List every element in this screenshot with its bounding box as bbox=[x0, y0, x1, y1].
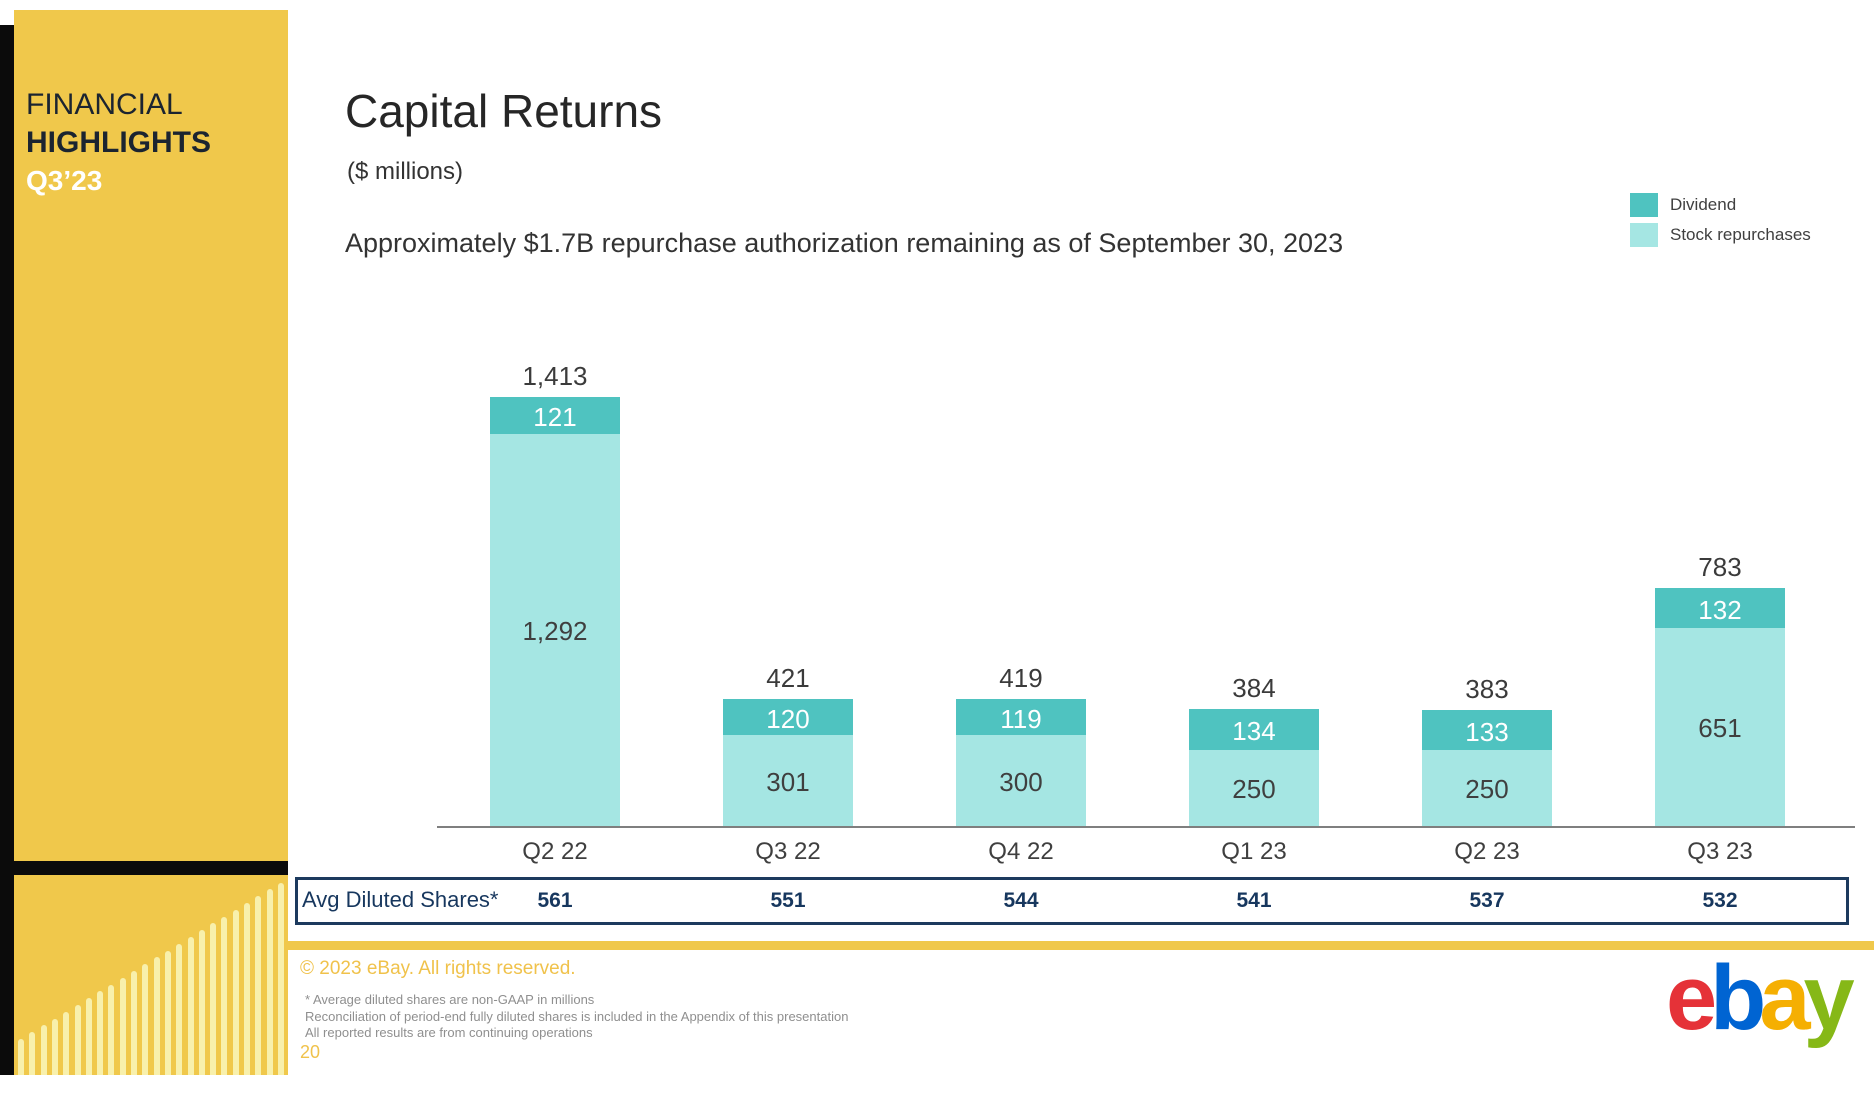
x-axis-category-label: Q4 22 bbox=[988, 838, 1054, 865]
dividend-segment bbox=[490, 397, 620, 434]
x-axis-category-label: Q3 23 bbox=[1687, 838, 1753, 865]
logo-letter-a: a bbox=[1759, 947, 1810, 1049]
bar-total-label: 384 bbox=[1232, 673, 1276, 703]
x-axis-category-label: Q2 22 bbox=[522, 838, 588, 865]
authorization-note: Approximately $1.7B repurchase authoriza… bbox=[345, 228, 1344, 258]
copyright-text: © 2023 eBay. All rights reserved. bbox=[300, 958, 576, 979]
chart-legend: Dividend Stock repurchases bbox=[1630, 190, 1811, 250]
pattern-bar bbox=[244, 903, 250, 1075]
pattern-bar bbox=[108, 985, 115, 1075]
pattern-bar bbox=[187, 937, 194, 1075]
stock-repurchases-segment bbox=[1422, 750, 1552, 826]
sidebar-quarter-label: Q3’23 bbox=[26, 165, 103, 196]
ebay-logo: ebay bbox=[1666, 947, 1855, 1049]
stock-repurchases-segment bbox=[723, 735, 853, 826]
units-subtitle: ($ millions) bbox=[347, 158, 464, 185]
x-axis-category-label: Q3 22 bbox=[755, 838, 821, 865]
footnote-line: * Average diluted shares are non-GAAP in… bbox=[305, 992, 595, 1007]
dividend-swatch bbox=[1630, 193, 1658, 217]
sidebar-divider-band bbox=[14, 861, 288, 875]
bar-total-label: 419 bbox=[999, 663, 1043, 693]
bar-total-label: 421 bbox=[766, 663, 810, 693]
footnote-line: All reported results are from continuing… bbox=[305, 1025, 593, 1040]
pattern-bar bbox=[51, 1019, 58, 1075]
avg-diluted-shares-value: 532 bbox=[1702, 889, 1738, 912]
stock-repurchases-value-label: 250 bbox=[1465, 774, 1509, 804]
stock-repurchases-value-label: 250 bbox=[1232, 774, 1276, 804]
dividend-segment bbox=[956, 699, 1086, 735]
logo-letter-e: e bbox=[1666, 947, 1717, 1049]
bar-total-label: 383 bbox=[1465, 674, 1509, 704]
pattern-bar bbox=[74, 1005, 81, 1075]
sidebar-panel: FINANCIAL HIGHLIGHTS Q3’23 bbox=[14, 10, 288, 861]
dividend-value-label: 119 bbox=[1000, 704, 1042, 734]
pattern-bar bbox=[255, 896, 262, 1075]
pattern-bar bbox=[142, 964, 149, 1075]
pattern-bar bbox=[131, 971, 137, 1075]
pattern-bar bbox=[210, 923, 217, 1075]
avg-diluted-shares-value: 541 bbox=[1236, 889, 1272, 912]
pattern-bar bbox=[63, 1012, 70, 1075]
pattern-bar bbox=[153, 957, 160, 1075]
bar-total-label: 783 bbox=[1698, 552, 1742, 582]
page-title: Capital Returns bbox=[345, 85, 663, 137]
pattern-bar bbox=[40, 1025, 47, 1075]
stock-repurchases-segment bbox=[1655, 628, 1785, 826]
pattern-bar bbox=[18, 1039, 24, 1075]
legend-label: Stock repurchases bbox=[1670, 225, 1811, 244]
dividend-value-label: 134 bbox=[1232, 716, 1276, 746]
stock-repurchases-segment bbox=[956, 735, 1086, 826]
pattern-bar bbox=[232, 910, 239, 1075]
footnote-line: Reconciliation of period-end fully dilut… bbox=[305, 1008, 849, 1024]
legend-label: Dividend bbox=[1670, 195, 1737, 214]
dividend-value-label: 120 bbox=[766, 704, 810, 734]
avg-diluted-shares-label: Avg Diluted Shares* bbox=[302, 887, 499, 912]
pattern-bar bbox=[176, 944, 183, 1075]
dividend-segment bbox=[1655, 588, 1785, 628]
x-axis-category-label: Q2 23 bbox=[1454, 838, 1520, 865]
sidebar-black-strip bbox=[0, 25, 14, 1075]
legend-row: Stock repurchases bbox=[1630, 220, 1811, 250]
dividend-value-label: 121 bbox=[533, 402, 577, 432]
stock-repurchases-value-label: 651 bbox=[1698, 713, 1742, 743]
sidebar-growth-bars-graphic bbox=[14, 875, 288, 1075]
pattern-bar bbox=[198, 930, 205, 1075]
avg-diluted-shares-value: 537 bbox=[1469, 889, 1505, 912]
dividend-value-label: 133 bbox=[1465, 717, 1509, 747]
pattern-bar bbox=[266, 889, 273, 1075]
pattern-bar bbox=[277, 883, 284, 1075]
page-number: 20 bbox=[300, 1042, 321, 1062]
x-axis-line bbox=[437, 826, 1855, 828]
bar-total-label: 1,413 bbox=[522, 361, 588, 391]
logo-letter-b: b bbox=[1710, 947, 1766, 1049]
dividend-value-label: 132 bbox=[1698, 595, 1742, 625]
avg-diluted-shares-value: 544 bbox=[1003, 889, 1039, 912]
pattern-bar bbox=[164, 951, 171, 1075]
stock-repurchases-value-label: 301 bbox=[766, 767, 810, 797]
sidebar-title-line1: FINANCIAL bbox=[26, 88, 183, 121]
dividend-segment bbox=[723, 699, 853, 735]
pattern-bar bbox=[85, 998, 92, 1075]
pattern-bar bbox=[221, 917, 228, 1075]
pattern-bar bbox=[29, 1032, 36, 1075]
pattern-bar bbox=[97, 991, 104, 1075]
x-axis-category-label: Q1 23 bbox=[1221, 838, 1287, 865]
legend-row: Dividend bbox=[1630, 190, 1811, 220]
avg-diluted-shares-value: 551 bbox=[770, 889, 806, 912]
sidebar-title-line2: HIGHLIGHTS bbox=[26, 126, 211, 159]
logo-letter-y: y bbox=[1803, 947, 1855, 1049]
stock-repurchases-segment bbox=[1189, 750, 1319, 826]
dividend-segment bbox=[1422, 710, 1552, 750]
stock-repurchases-segment bbox=[490, 434, 620, 826]
avg-diluted-shares-box bbox=[295, 877, 1849, 925]
avg-diluted-shares-value: 561 bbox=[537, 889, 573, 912]
stock-repurchases-value-label: 1,292 bbox=[522, 616, 588, 646]
dividend-segment bbox=[1189, 709, 1319, 750]
stock-repurchases-swatch bbox=[1630, 223, 1658, 247]
footer-divider-line bbox=[288, 941, 1874, 950]
stock-repurchases-value-label: 300 bbox=[999, 767, 1043, 797]
footnotes: * Average diluted shares are non-GAAP in… bbox=[305, 992, 848, 1042]
pattern-bar bbox=[119, 978, 126, 1075]
